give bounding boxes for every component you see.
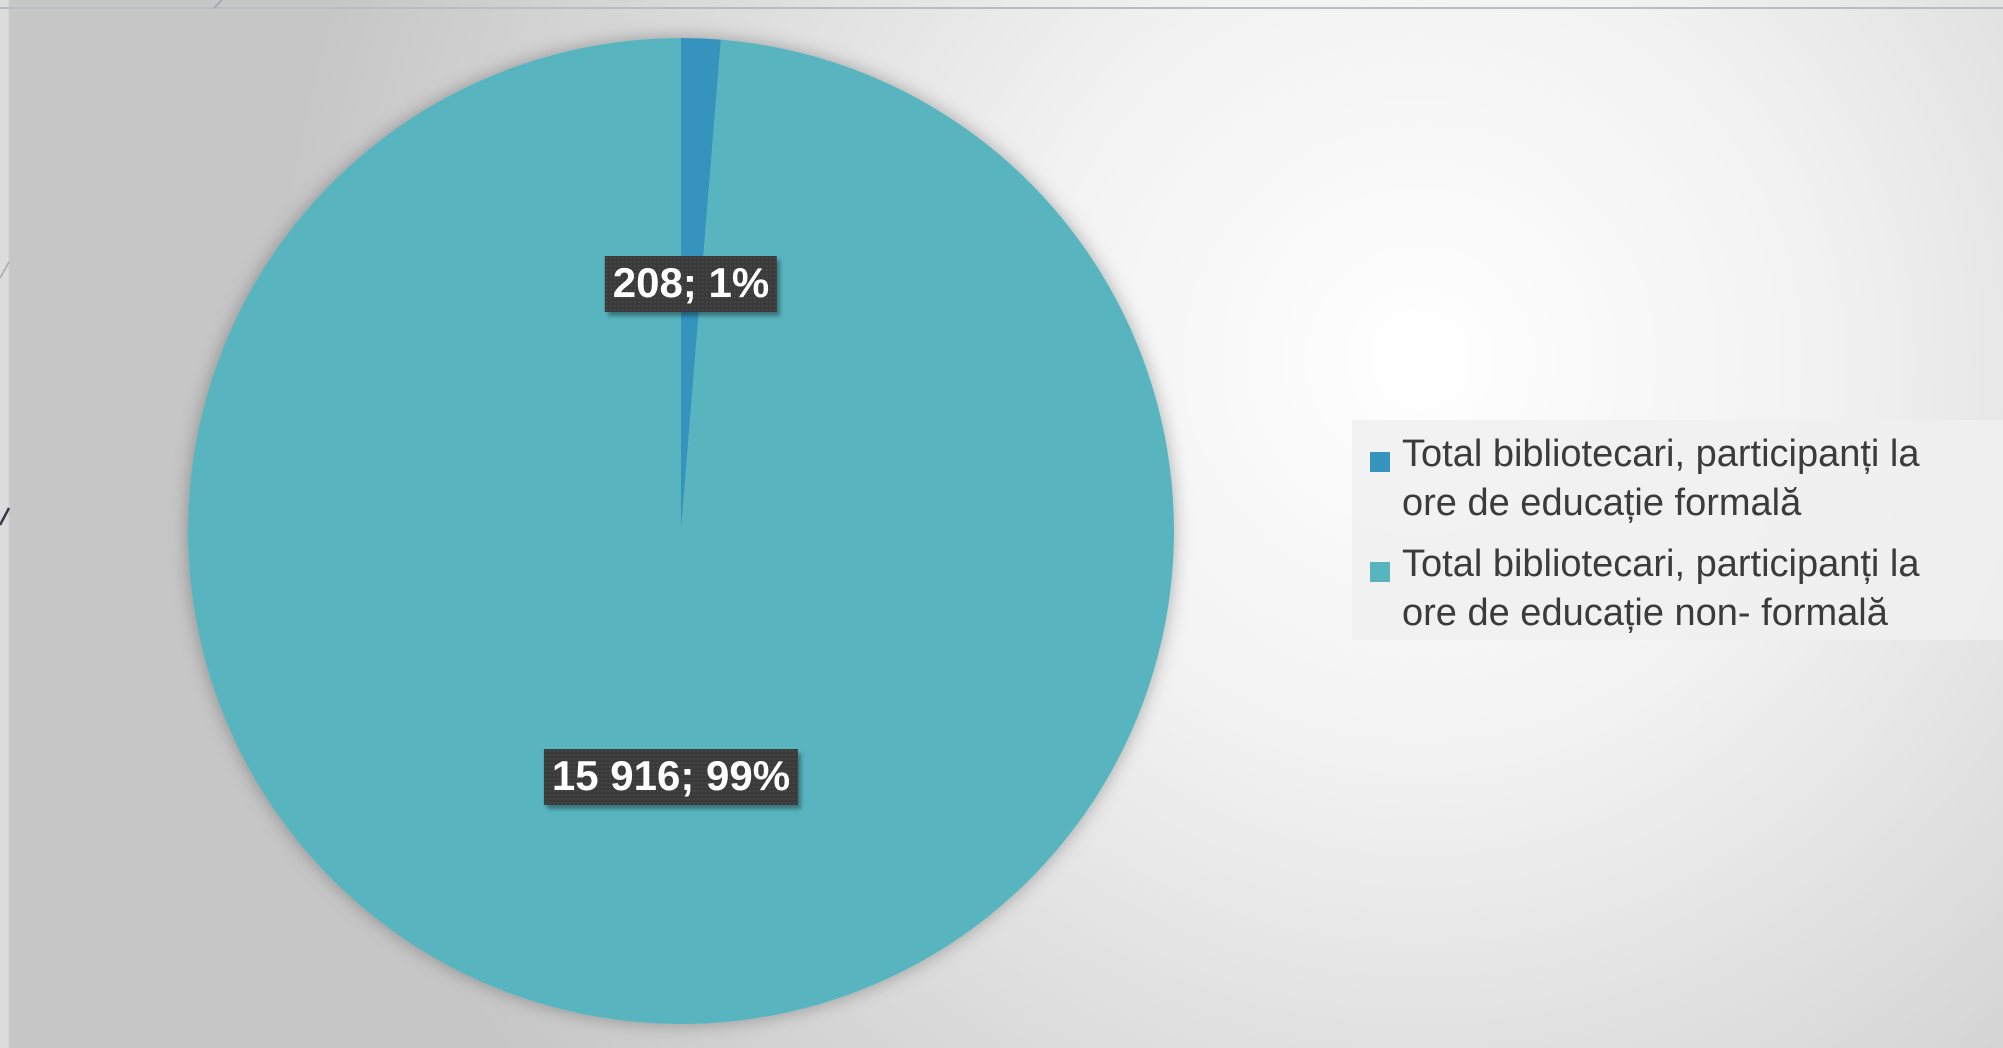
- legend-label-2-line-2: ore de educație non- formală: [1402, 592, 1888, 634]
- legend-swatch-1: [1370, 452, 1390, 472]
- data-label-slice-2: 15 916; 99%: [543, 749, 799, 805]
- legend-label-2: Total bibliotecari, participanți la ore …: [1402, 540, 2002, 638]
- legend-label-1: Total bibliotecari, participanți la ore …: [1402, 430, 2002, 528]
- chart-legend: Total bibliotecari, participanți la ore …: [1352, 420, 2003, 640]
- legend-label-1-line-1: Total bibliotecari, participanți la: [1402, 433, 1920, 475]
- legend-swatch-2: [1370, 562, 1390, 582]
- legend-label-1-line-2: ore de educație formală: [1402, 482, 1802, 524]
- data-label-slice-1: 208; 1%: [604, 256, 778, 312]
- pie-slice-2: [187, 38, 1174, 1024]
- legend-label-2-line-1: Total bibliotecari, participanți la: [1402, 543, 1920, 585]
